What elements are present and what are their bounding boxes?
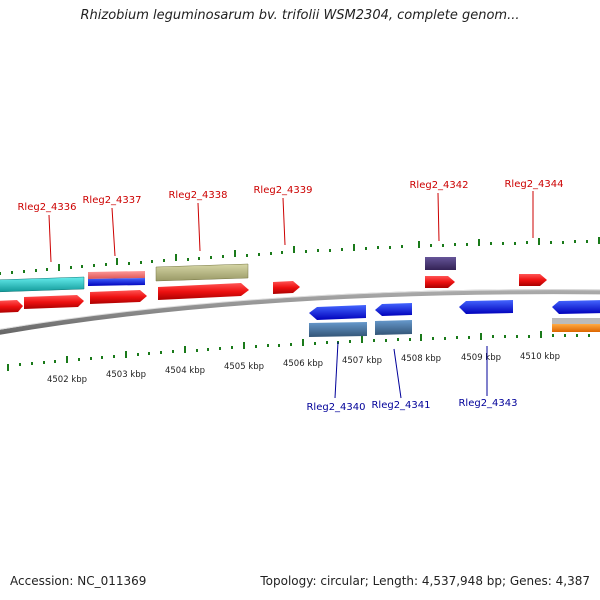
forward-features-outer [0, 257, 456, 293]
gene-label-reverse[interactable]: Rleg2_4340 [306, 402, 365, 413]
reverse-features-outer [309, 318, 600, 337]
gene-label-forward[interactable]: Rleg2_4342 [409, 180, 468, 191]
kbp-label: 4508 kbp [401, 354, 441, 364]
map-title: Rhizobium leguminosarum bv. trifolii WSM… [80, 8, 520, 23]
gene-feature-orange[interactable] [552, 324, 600, 332]
gene-arrow-reverse[interactable] [375, 303, 412, 316]
gene-arrow-reverse[interactable] [552, 300, 600, 314]
gene-feature-cyan[interactable] [0, 276, 85, 293]
kbp-label: 4505 kbp [224, 362, 264, 372]
forward-features-inner [0, 274, 547, 313]
gene-feature-pink[interactable] [88, 271, 145, 279]
gene-feature-steel[interactable] [375, 320, 412, 335]
gene-label-forward[interactable]: Rleg2_4339 [253, 185, 312, 196]
kbp-label: 4510 kbp [520, 352, 560, 362]
gene-arrow-reverse[interactable] [459, 300, 513, 314]
gene-label-forward[interactable]: Rleg2_4338 [168, 190, 227, 201]
kbp-label: 4504 kbp [165, 366, 205, 376]
reverse-gene-labels: Rleg2_4340 Rleg2_4341 Rleg2_4343 [306, 398, 517, 413]
kbp-label: 4509 kbp [461, 353, 501, 363]
reverse-features-inner [309, 300, 600, 320]
gene-arrow-forward[interactable] [90, 290, 147, 304]
gene-label-forward[interactable]: Rleg2_4336 [17, 202, 76, 213]
gene-arrow-forward[interactable] [519, 274, 547, 286]
topology-summary: Topology: circular; Length: 4,537,948 bp… [260, 574, 590, 588]
gene-arrow-reverse[interactable] [309, 305, 366, 320]
forward-gene-labels: Rleg2_4336 Rleg2_4337 Rleg2_4338 Rleg2_4… [17, 179, 563, 213]
gene-feature-purple[interactable] [425, 257, 456, 270]
gene-feature-grey[interactable] [552, 318, 600, 324]
gene-arrow-forward[interactable] [158, 283, 249, 300]
gene-arrow-forward[interactable] [24, 295, 84, 309]
gene-feature-khaki[interactable] [155, 263, 249, 282]
kbp-label: 4502 kbp [47, 375, 87, 385]
backbone-highlight [0, 289, 600, 330]
gene-feature-steel[interactable] [309, 322, 367, 337]
kbp-labels: 4502 kbp 4503 kbp 4504 kbp 4505 kbp 4506… [47, 352, 560, 385]
gene-label-forward[interactable]: Rleg2_4337 [82, 195, 141, 206]
kbp-label: 4507 kbp [342, 356, 382, 366]
label-leader-lines [48, 191, 534, 399]
gene-arrow-forward[interactable] [0, 300, 23, 313]
gene-arrow-forward[interactable] [425, 276, 455, 288]
kbp-label: 4503 kbp [106, 370, 146, 380]
gene-feature-blue[interactable] [88, 278, 145, 286]
accession-text: Accession: NC_011369 [10, 574, 147, 588]
genome-backbone [0, 289, 600, 335]
lower-tick-ruler [7, 331, 590, 371]
kbp-label: 4506 kbp [283, 359, 323, 369]
upper-tick-ruler [0, 237, 600, 275]
gene-label-reverse[interactable]: Rleg2_4341 [371, 400, 430, 411]
gene-label-reverse[interactable]: Rleg2_4343 [458, 398, 517, 409]
gene-label-forward[interactable]: Rleg2_4344 [504, 179, 563, 190]
gene-arrow-forward[interactable] [273, 281, 300, 294]
